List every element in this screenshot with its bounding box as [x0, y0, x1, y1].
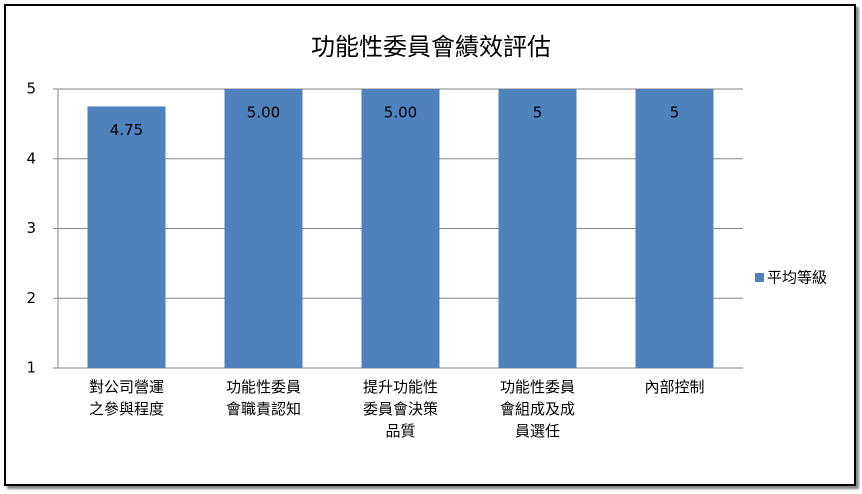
x-tick-label: 對公司營運之參與程度 [88, 378, 164, 418]
y-tick-label: 5 [26, 80, 36, 98]
data-label: 5 [670, 104, 680, 122]
chart-title: 功能性委員會績效評估 [311, 33, 551, 61]
bar [87, 106, 166, 368]
bar [498, 89, 577, 368]
data-label: 5.00 [384, 104, 417, 122]
x-tick-label: 內部控制 [644, 378, 705, 396]
x-tick-label: 功能性委員會職責認知 [225, 378, 301, 418]
y-tick-label: 2 [26, 289, 36, 307]
x-tick-label: 提升功能性委員會決策品質 [362, 378, 438, 440]
x-tick-label: 功能性委員會組成及成員選任 [499, 378, 575, 440]
data-label: 5 [533, 104, 543, 122]
data-label: 5.00 [247, 104, 280, 122]
y-tick-label: 4 [26, 149, 36, 167]
legend-swatch [755, 273, 764, 282]
data-label: 4.75 [110, 121, 143, 139]
legend-label: 平均等級 [767, 269, 827, 287]
y-tick-label: 3 [26, 219, 36, 237]
bar [635, 89, 714, 368]
bar [361, 89, 440, 368]
bar [224, 89, 303, 368]
y-tick-label: 1 [26, 359, 36, 377]
